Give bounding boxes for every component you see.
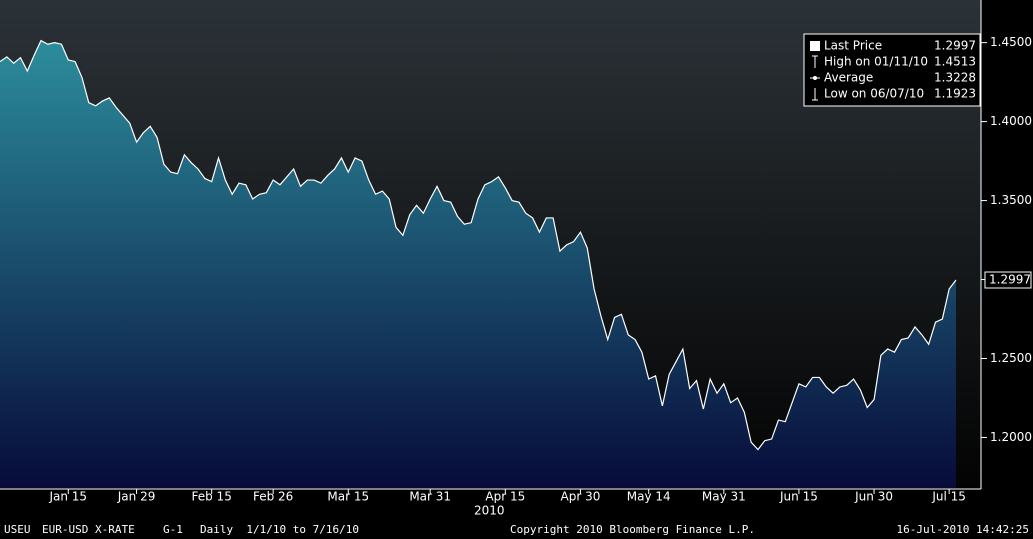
axis-panel: [0, 489, 981, 520]
y-tick-label: 1.2000: [990, 430, 1032, 444]
x-tick-label: Apr 30: [561, 490, 601, 504]
legend-value: 1.4513: [934, 55, 976, 69]
legend-box: [803, 33, 981, 107]
y-tick-label: 1.3500: [990, 193, 1032, 207]
legend-label: Average: [824, 71, 873, 85]
x-tick-label: Mar 31: [409, 490, 451, 504]
x-tick-label: May 31: [702, 490, 746, 504]
legend-label: High on 01/11/10: [824, 55, 928, 69]
legend-label: Low on 06/07/10: [824, 87, 924, 101]
x-year-label: 2010: [474, 504, 505, 518]
legend-swatch: [810, 41, 820, 51]
x-tick-label: Feb 26: [253, 490, 293, 504]
line: [0, 39, 957, 451]
legend-label: Last Price: [824, 39, 882, 53]
legend-value: 1.3228: [934, 71, 976, 85]
x-tick-label: Feb 15: [192, 490, 232, 504]
y-tick-label: 1.4000: [990, 114, 1032, 128]
x-tick-label: Apr 15: [485, 490, 525, 504]
footer-period: Daily 1/1/10 to 7/16/10: [200, 523, 359, 536]
footer-timestamp: 16-Jul-2010 14:42:25: [897, 523, 1029, 536]
footer-ticker: USEU: [4, 523, 31, 536]
x-tick-label: Jan 29: [117, 490, 156, 504]
last-price-label: 1.2997: [989, 273, 1031, 287]
footer-name: EUR-USD X-RATE: [42, 523, 135, 536]
footer-chart-id: G-1: [163, 523, 183, 536]
legend-value: 1.1923: [934, 87, 976, 101]
x-tick-label: Jul 15: [931, 490, 966, 504]
x-tick-label: Mar 15: [327, 490, 369, 504]
area: [0, 40, 956, 489]
footer-copyright: Copyright 2010 Bloomberg Finance L.P.: [510, 523, 755, 536]
last-price-tag: [984, 271, 1032, 289]
x-tick-label: Jun 30: [854, 490, 893, 504]
legend-symbol: [813, 76, 817, 80]
legend-value: 1.2997: [934, 39, 976, 53]
axis-panel: [981, 0, 1033, 520]
y-tick-label: 1.2500: [990, 351, 1032, 365]
x-tick-label: Jan 15: [48, 490, 87, 504]
y-tick-label: 1.4500: [990, 35, 1032, 49]
x-tick-label: Jun 15: [779, 490, 818, 504]
x-tick-label: May 14: [627, 490, 671, 504]
